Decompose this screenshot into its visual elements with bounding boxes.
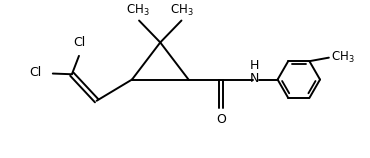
Text: CH$_3$: CH$_3$ [127, 3, 150, 18]
Text: H: H [250, 59, 259, 73]
Text: Cl: Cl [73, 36, 85, 49]
Text: N: N [250, 72, 259, 85]
Text: O: O [216, 113, 226, 126]
Text: CH$_3$: CH$_3$ [170, 3, 194, 18]
Text: Cl: Cl [29, 66, 41, 79]
Text: CH$_3$: CH$_3$ [331, 50, 354, 65]
